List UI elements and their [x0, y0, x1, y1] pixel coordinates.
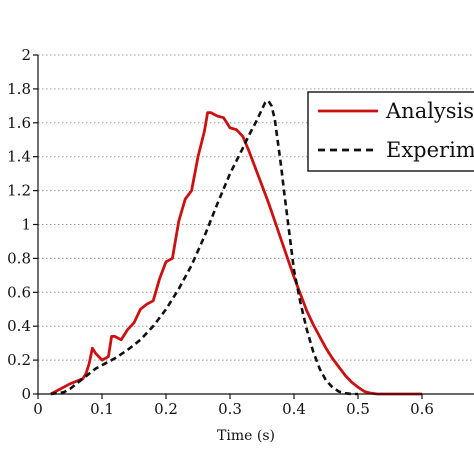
y-tick-label: 0	[21, 385, 31, 403]
y-tick-label: 1.2	[7, 182, 31, 200]
series-line-1	[50, 99, 358, 396]
plot-lines	[50, 99, 422, 396]
series-line-0	[50, 111, 422, 396]
legend-label-1: Experim	[386, 138, 474, 162]
x-tick-label: 0.6	[410, 400, 434, 418]
x-tick-label: 0.2	[154, 400, 178, 418]
x-tick-label: 0.5	[346, 400, 370, 418]
y-tick-label: 1.4	[7, 148, 31, 166]
x-tick-label: 0.1	[90, 400, 114, 418]
x-axis-title: Time (s)	[217, 428, 275, 444]
y-tick-label: 1.6	[7, 114, 31, 132]
legend: Analysis Experim	[307, 91, 474, 172]
y-tick-label: 1	[21, 216, 31, 234]
x-ticks: 0 0.1 0.2 0.3 0.4 0.5 0.6	[33, 394, 434, 418]
legend-label-0: Analysis	[385, 99, 474, 123]
legend-box	[307, 91, 474, 172]
y-tick-label: 2	[21, 46, 31, 64]
x-tick-label: 0.4	[282, 400, 306, 418]
y-ticks: 0 0.2 0.4 0.6 0.8 1 1.2 1.4 1.6 1.8 2	[7, 46, 38, 403]
y-tick-label: 0.6	[7, 283, 31, 301]
y-tick-label: 1.8	[7, 80, 31, 98]
y-tick-label: 0.4	[7, 317, 31, 335]
y-tick-label: 0.8	[7, 249, 31, 267]
x-tick-label: 0.3	[218, 400, 242, 418]
x-tick-label: 0	[33, 400, 43, 418]
y-tick-label: 0.2	[7, 351, 31, 369]
